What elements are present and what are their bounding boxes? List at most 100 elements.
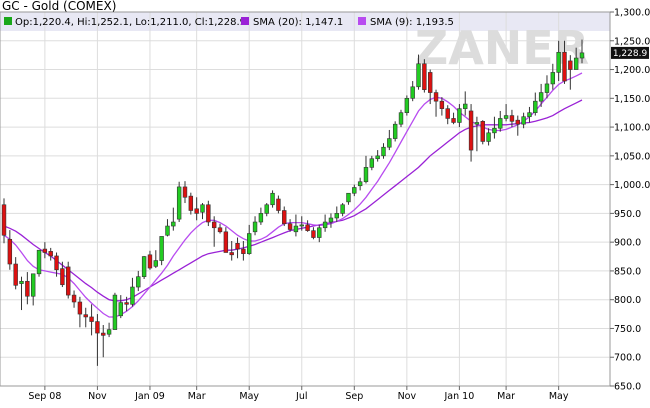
- legend-sma20-swatch: [241, 17, 249, 25]
- grid: [0, 12, 610, 386]
- candle: [305, 220, 310, 232]
- candle-body: [568, 60, 573, 70]
- x-tick-label: Jan 09: [134, 391, 165, 402]
- y-tick-label: 1,150.0: [614, 94, 650, 105]
- candle-body: [527, 112, 532, 118]
- candle-body: [521, 116, 526, 125]
- last-price-label: 1,228.9: [613, 49, 648, 59]
- candle: [579, 39, 585, 64]
- candle-body: [211, 221, 217, 229]
- y-tick-label: 650.0: [614, 382, 641, 393]
- x-tick-label: Mar: [497, 391, 515, 402]
- candle: [410, 81, 415, 102]
- candle: [130, 277, 135, 307]
- candle: [165, 219, 170, 237]
- candle-body: [445, 108, 450, 119]
- candle: [573, 47, 579, 70]
- candle-body: [375, 155, 380, 160]
- candle: [521, 112, 526, 129]
- candle: [194, 197, 199, 221]
- candle: [480, 120, 485, 145]
- candle-body: [112, 294, 118, 330]
- y-tick-label: 900.0: [614, 238, 641, 249]
- candle: [527, 106, 532, 123]
- candle: [550, 63, 556, 90]
- candle-body: [42, 248, 48, 253]
- candle-body: [19, 280, 24, 284]
- candle-body: [328, 217, 334, 223]
- candle: [445, 105, 450, 125]
- candle: [428, 69, 433, 105]
- candle: [136, 270, 141, 292]
- candle-body: [474, 122, 480, 125]
- candle-body: [13, 263, 18, 286]
- x-tick-label: Nov: [398, 391, 417, 402]
- candle-body: [89, 316, 94, 322]
- candle-body: [579, 52, 585, 59]
- candle-body: [223, 231, 229, 253]
- last-price-marker: 1,228.9: [611, 46, 649, 59]
- candle: [147, 250, 153, 270]
- x-tick-label: Mar: [188, 391, 206, 402]
- candle-body: [282, 210, 287, 225]
- candle-body: [451, 118, 456, 123]
- candle-body: [264, 204, 269, 214]
- candle: [486, 128, 491, 146]
- candle: [264, 203, 269, 217]
- candle: [258, 207, 264, 225]
- candle-body: [392, 123, 398, 139]
- candle-body: [25, 280, 30, 297]
- candle-body: [165, 225, 170, 236]
- candle: [439, 97, 445, 116]
- candle-body: [562, 51, 567, 82]
- candle: [381, 143, 386, 159]
- y-tick-label: 950.0: [614, 209, 641, 220]
- x-axis: Sep 08 Nov Jan 09 Mar May Jul Sep Nov Jan 10 Mar M…: [28, 386, 569, 402]
- x-tick-label: Jan 10: [444, 391, 475, 402]
- candle: [317, 224, 322, 243]
- candle: [30, 273, 36, 306]
- candle-body: [515, 119, 520, 125]
- candle-body: [101, 332, 106, 336]
- candle-body: [422, 63, 427, 90]
- plot-header-band: [0, 12, 610, 31]
- candle: [451, 112, 456, 125]
- candle-body: [346, 192, 351, 203]
- candle: [328, 213, 334, 228]
- candle: [474, 116, 480, 152]
- x-tick-label: Jul: [295, 391, 307, 402]
- candle: [357, 177, 363, 191]
- candle: [229, 241, 234, 261]
- candle-body: [182, 186, 188, 198]
- candle-body: [498, 118, 503, 129]
- candle: [217, 223, 223, 234]
- candle-body: [7, 238, 13, 265]
- candle-body: [147, 254, 153, 269]
- sma-lines: [3, 72, 583, 318]
- candle-body: [556, 51, 561, 73]
- chart-title: GC - Gold (COMEX): [2, 0, 116, 13]
- candle-body: [463, 103, 468, 109]
- candle-body: [241, 248, 246, 254]
- x-tick-label: Nov: [88, 391, 107, 402]
- y-tick-label: 850.0: [614, 266, 641, 277]
- candle: [112, 292, 118, 330]
- plot-frame: [0, 11, 611, 387]
- candle: [352, 184, 357, 197]
- candle-body: [468, 110, 474, 151]
- candle: [1, 198, 7, 244]
- candle: [433, 89, 439, 117]
- candle-body: [334, 213, 339, 219]
- candle: [19, 276, 24, 311]
- candle: [247, 224, 252, 255]
- candle: [468, 104, 474, 162]
- candle-body: [538, 92, 544, 102]
- candle: [77, 296, 83, 328]
- candle: [322, 214, 328, 232]
- sma9-line: [3, 72, 583, 318]
- candle-body: [235, 243, 240, 250]
- candle: [387, 129, 392, 151]
- candle-body: [311, 230, 316, 238]
- candle-body: [492, 127, 497, 134]
